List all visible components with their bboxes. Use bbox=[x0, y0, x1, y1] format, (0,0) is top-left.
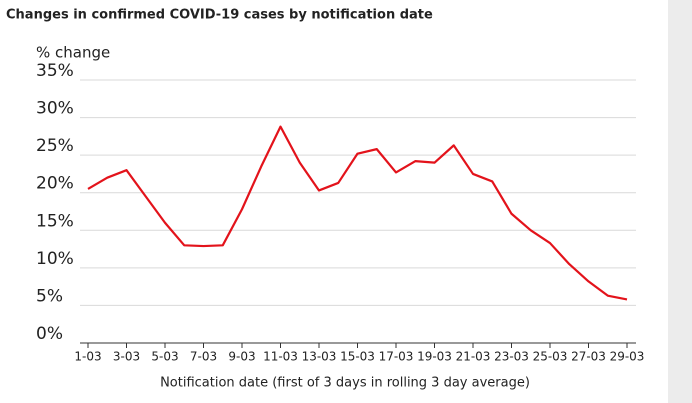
data-line bbox=[87, 125, 628, 301]
x-tick-label: 23-03 bbox=[494, 350, 529, 364]
y-tick-label: 25% bbox=[36, 136, 74, 156]
y-tick-label: 30% bbox=[36, 99, 74, 119]
x-tick-label: 19-03 bbox=[417, 350, 452, 364]
y-axis-label: % change bbox=[36, 44, 110, 62]
y-tick-label: 15% bbox=[36, 211, 74, 231]
y-tick-label: 20% bbox=[36, 174, 74, 194]
x-tick-label: 21-03 bbox=[456, 350, 491, 364]
x-tick-label: 7-03 bbox=[190, 350, 217, 364]
x-tick-label: 3-03 bbox=[113, 350, 140, 364]
x-tick-label: 1-03 bbox=[74, 350, 101, 364]
y-tick-label: 10% bbox=[36, 249, 74, 269]
y-tick-label: 5% bbox=[36, 286, 63, 306]
x-tick-label: 27-03 bbox=[571, 350, 606, 364]
x-tick-label: 5-03 bbox=[151, 350, 178, 364]
x-tick-label: 25-03 bbox=[533, 350, 568, 364]
x-tick-label: 29-03 bbox=[610, 350, 645, 364]
side-panel bbox=[668, 0, 692, 403]
x-axis-label: Notification date (first of 3 days in ro… bbox=[160, 376, 530, 391]
chart-title: Changes in confirmed COVID-19 cases by n… bbox=[6, 8, 433, 23]
x-tick-label: 15-03 bbox=[340, 350, 375, 364]
x-tick-label: 13-03 bbox=[302, 350, 337, 364]
x-tick-label: 9-03 bbox=[228, 350, 255, 364]
x-tick-label: 17-03 bbox=[379, 350, 414, 364]
x-tick-label: 11-03 bbox=[263, 350, 298, 364]
y-tick-label: 0% bbox=[36, 324, 63, 344]
y-tick-label: 35% bbox=[36, 61, 74, 81]
